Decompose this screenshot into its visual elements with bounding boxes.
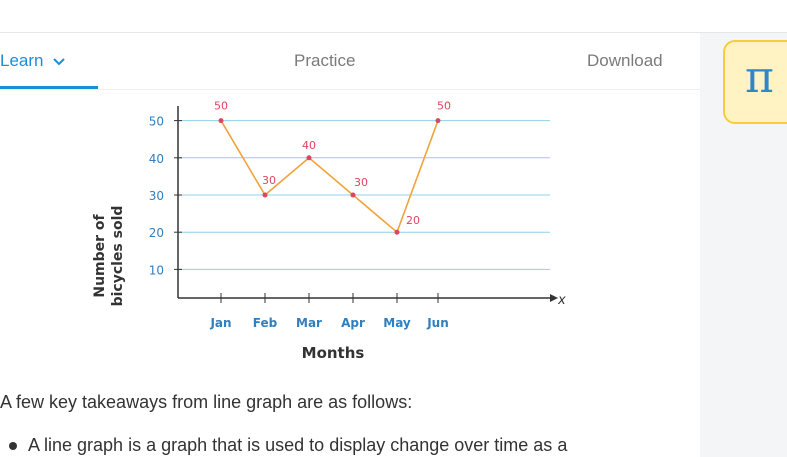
- y-tick-label: 50: [149, 115, 164, 129]
- active-tab-indicator: [0, 86, 98, 89]
- data-point: [306, 155, 312, 161]
- y-axis-label-line2: bicycles sold: [110, 206, 126, 307]
- axes: [174, 106, 558, 303]
- tab-learn-label: Learn: [0, 51, 44, 70]
- data-point: [218, 118, 224, 124]
- y-tick-label: 40: [149, 152, 164, 166]
- line-chart: 10 20 30 40 50 Jan Feb Mar Apr May Jun 50 30 40 30 20…: [92, 100, 566, 362]
- x-tick-label: May: [383, 316, 411, 330]
- chevron-down-icon: [53, 57, 65, 65]
- x-axis-symbol: x: [557, 293, 566, 308]
- tab-learn[interactable]: Learn: [0, 51, 65, 71]
- data-label: 30: [262, 174, 276, 187]
- data-point: [262, 192, 268, 198]
- bullet-marker: [9, 442, 17, 450]
- tab-practice[interactable]: Practice: [294, 51, 356, 70]
- y-tick-label: 10: [149, 263, 164, 277]
- x-tick-label: Mar: [296, 316, 322, 330]
- x-axis-label: Months: [302, 344, 365, 362]
- grid-lines: [178, 120, 550, 270]
- x-tick-label: Feb: [253, 316, 278, 330]
- pi-badge[interactable]: π: [723, 40, 787, 124]
- data-point: [394, 229, 400, 235]
- takeaways-intro: A few key takeaways from line graph are …: [0, 392, 413, 412]
- y-tick-label: 20: [149, 226, 164, 240]
- y-axis-label-line1: Number of: [92, 213, 108, 297]
- data-label: 20: [406, 214, 420, 227]
- data-point: [435, 118, 441, 124]
- takeaway-bullet: A line graph is a graph that is used to …: [28, 435, 568, 455]
- x-tick-label: Jan: [209, 316, 231, 330]
- x-tick-label: Jun: [426, 316, 449, 330]
- top-bar: [0, 0, 787, 33]
- pi-icon: π: [745, 52, 774, 103]
- x-tick-labels: Jan Feb Mar Apr May Jun: [209, 316, 448, 330]
- data-points: [218, 118, 441, 235]
- x-tick-label: Apr: [341, 316, 365, 330]
- tab-download[interactable]: Download: [587, 51, 663, 70]
- series-line: [220, 120, 439, 234]
- tab-bar: Learn Practice Download: [0, 33, 700, 90]
- data-label: 50: [437, 100, 451, 113]
- y-tick-label: 30: [149, 189, 164, 203]
- data-labels: 50 30 40 30 20 50: [214, 100, 451, 228]
- data-label: 50: [214, 100, 228, 113]
- x-axis-arrow: [550, 294, 558, 302]
- series-line-path: [220, 120, 439, 234]
- y-tick-labels: 10 20 30 40 50: [149, 115, 164, 278]
- data-label: 40: [302, 139, 316, 152]
- data-point: [350, 192, 356, 198]
- data-label: 30: [354, 176, 368, 189]
